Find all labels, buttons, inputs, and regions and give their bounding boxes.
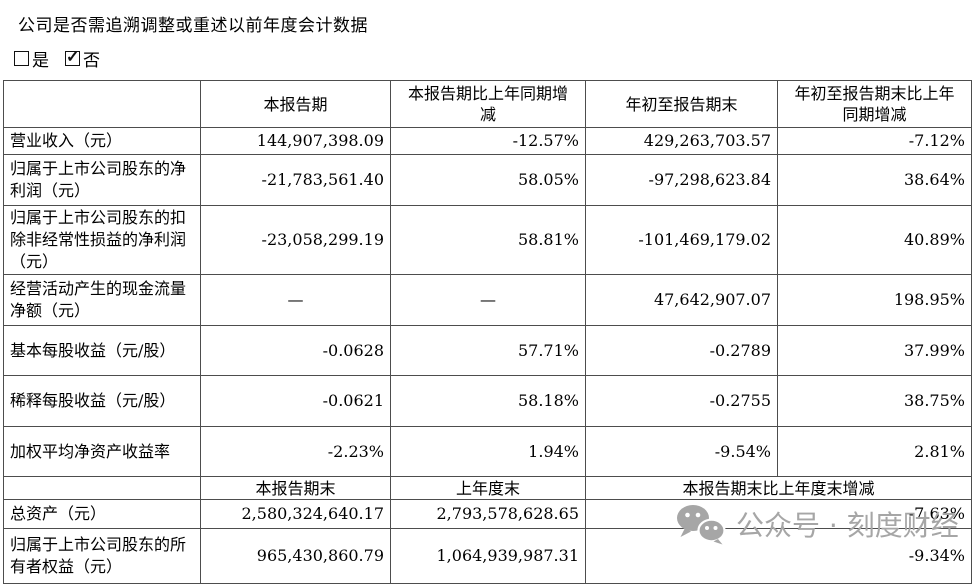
cell-value: 57.71% <box>390 325 586 376</box>
cell-value: 58.05% <box>390 154 586 206</box>
cell-value: 58.81% <box>390 205 586 275</box>
table-row: 基本每股收益（元/股） -0.0628 57.71% -0.2789 37.99… <box>3 325 972 376</box>
cell-value-na: — <box>390 274 586 326</box>
column-header: 上年度末 <box>390 476 586 500</box>
checkbox-checked-icon <box>65 47 80 66</box>
cell-value: 429,263,703.57 <box>585 127 778 155</box>
cell-value: 2.81% <box>777 426 972 477</box>
cell-value: 47,642,907.07 <box>585 274 778 326</box>
table-row: 营业收入（元） 144,907,398.09 -12.57% 429,263,7… <box>3 127 972 155</box>
row-label: 营业收入（元） <box>3 127 201 155</box>
cell-value: 40.89% <box>777 205 972 275</box>
cell-value: -97,298,623.84 <box>585 154 778 206</box>
cell-value: 1.94% <box>390 426 586 477</box>
column-header: 年初至报告期末比上年同期增减 <box>777 80 972 128</box>
table-row: 稀释每股收益（元/股） -0.0621 58.18% -0.2755 38.75… <box>3 375 972 427</box>
cell-value: -12.57% <box>390 127 586 155</box>
column-header: 本报告期末比上年度末增减 <box>585 476 972 500</box>
table-header-row-1: 本报告期 本报告期比上年同期增减 年初至报告期末 年初至报告期末比上年同期增减 <box>3 80 972 128</box>
page-title: 公司是否需追溯调整或重述以前年度会计数据 <box>18 16 368 36</box>
table-row: 经营活动产生的现金流量净额（元） — — 47,642,907.07 198.9… <box>3 274 972 326</box>
cell-value: 1,064,939,987.31 <box>390 528 586 584</box>
row-label: 稀释每股收益（元/股） <box>3 375 201 427</box>
cell-value: 198.95% <box>777 274 972 326</box>
option-no-label: 否 <box>83 51 100 71</box>
cell-value: -2.23% <box>200 426 391 477</box>
wechat-icon <box>677 505 726 545</box>
cell-value: 38.75% <box>777 375 972 427</box>
cell-value: -0.2755 <box>585 375 778 427</box>
cell-value: -0.0621 <box>200 375 391 427</box>
watermark-text: 公众号 · 刻度财经 <box>736 509 959 542</box>
header-corner-cell <box>3 476 201 500</box>
column-header: 本报告期 <box>200 80 391 128</box>
row-label: 总资产（元） <box>3 499 201 529</box>
cell-value: 37.99% <box>777 325 972 376</box>
column-header: 本报告期比上年同期增减 <box>390 80 586 128</box>
table-row: 归属于上市公司股东的扣除非经常性损益的净利润（元） -23,058,299.19… <box>3 205 972 275</box>
row-label: 经营活动产生的现金流量净额（元） <box>3 274 201 326</box>
option-no: 否 <box>65 46 100 71</box>
option-yes-label: 是 <box>32 51 49 71</box>
cell-value-na: — <box>200 274 391 326</box>
header-corner-cell <box>3 80 201 128</box>
row-label: 归属于上市公司股东的净利润（元） <box>3 154 201 206</box>
cell-value: 2,580,324,640.17 <box>200 499 391 529</box>
cell-value: -7.12% <box>777 127 972 155</box>
checkbox-empty-icon <box>14 51 29 66</box>
column-header: 年初至报告期末 <box>585 80 778 128</box>
cell-value: -21,783,561.40 <box>200 154 391 206</box>
cell-value: -7.63% <box>585 499 972 529</box>
cell-value: 144,907,398.09 <box>200 127 391 155</box>
cell-value: -101,469,179.02 <box>585 205 778 275</box>
restatement-options: 是 否 <box>14 46 100 71</box>
watermark: 公众号 · 刻度财经 <box>676 503 959 545</box>
cell-value: -0.0628 <box>200 325 391 376</box>
cell-value: -9.54% <box>585 426 778 477</box>
table-row: 加权平均净资产收益率 -2.23% 1.94% -9.54% 2.81% <box>3 426 972 477</box>
cell-value: -23,058,299.19 <box>200 205 391 275</box>
row-label: 归属于上市公司股东的所有者权益（元） <box>3 528 201 584</box>
cell-value: 38.64% <box>777 154 972 206</box>
cell-value: 2,793,578,628.65 <box>390 499 586 529</box>
option-yes: 是 <box>14 46 49 71</box>
table-header-row-2: 本报告期末 上年度末 本报告期末比上年度末增减 <box>3 476 972 500</box>
table-row: 归属于上市公司股东的净利润（元） -21,783,561.40 58.05% -… <box>3 154 972 206</box>
row-label: 加权平均净资产收益率 <box>3 426 201 477</box>
row-label: 归属于上市公司股东的扣除非经常性损益的净利润（元） <box>3 205 201 275</box>
column-header: 本报告期末 <box>200 476 391 500</box>
cell-value: -0.2789 <box>585 325 778 376</box>
cell-value: 965,430,860.79 <box>200 528 391 584</box>
row-label: 基本每股收益（元/股） <box>3 325 201 376</box>
cell-value: 58.18% <box>390 375 586 427</box>
